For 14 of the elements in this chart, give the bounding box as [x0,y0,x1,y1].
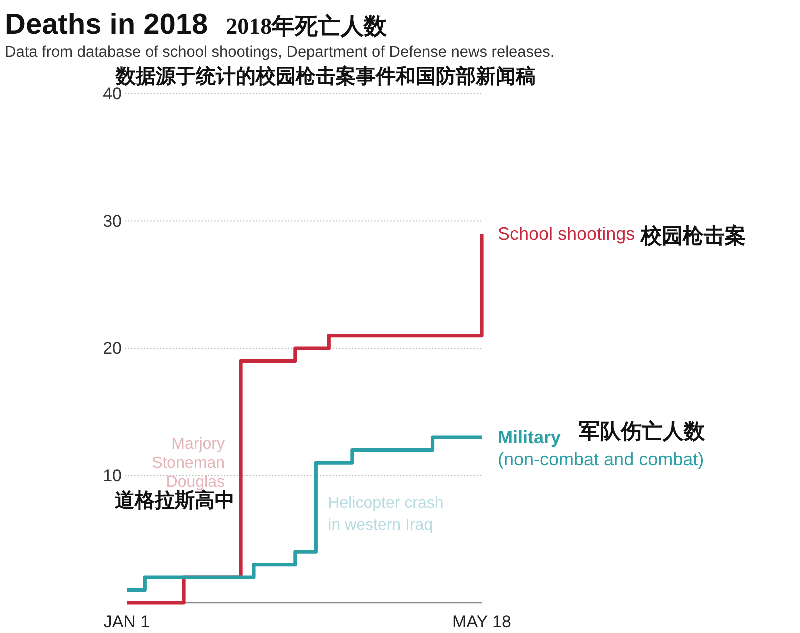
y-tick-label: 30 [103,212,122,231]
text: 2018年死亡人数 [226,13,388,39]
x-tick-label: MAY 18 [452,612,512,632]
text: 校园枪击案 [640,224,746,248]
annotation: 道格拉斯高中 [115,489,236,512]
y-tick-label: 20 [103,339,122,358]
annotation: Helicopter crash in western Iraq [328,494,444,534]
chart-title: Deaths in 2018 [5,9,208,41]
x-tick-label: JAN 1 [104,612,150,632]
annotation: Marjory Stoneman Douglas [152,436,226,491]
text: 军队伤亡人数 [579,420,706,444]
y-tick-label: 10 [103,466,122,486]
chart-subtitle: Data from database of school shootings, Department of Defense news releases. [5,44,555,61]
series-label: School shootings [498,224,636,244]
